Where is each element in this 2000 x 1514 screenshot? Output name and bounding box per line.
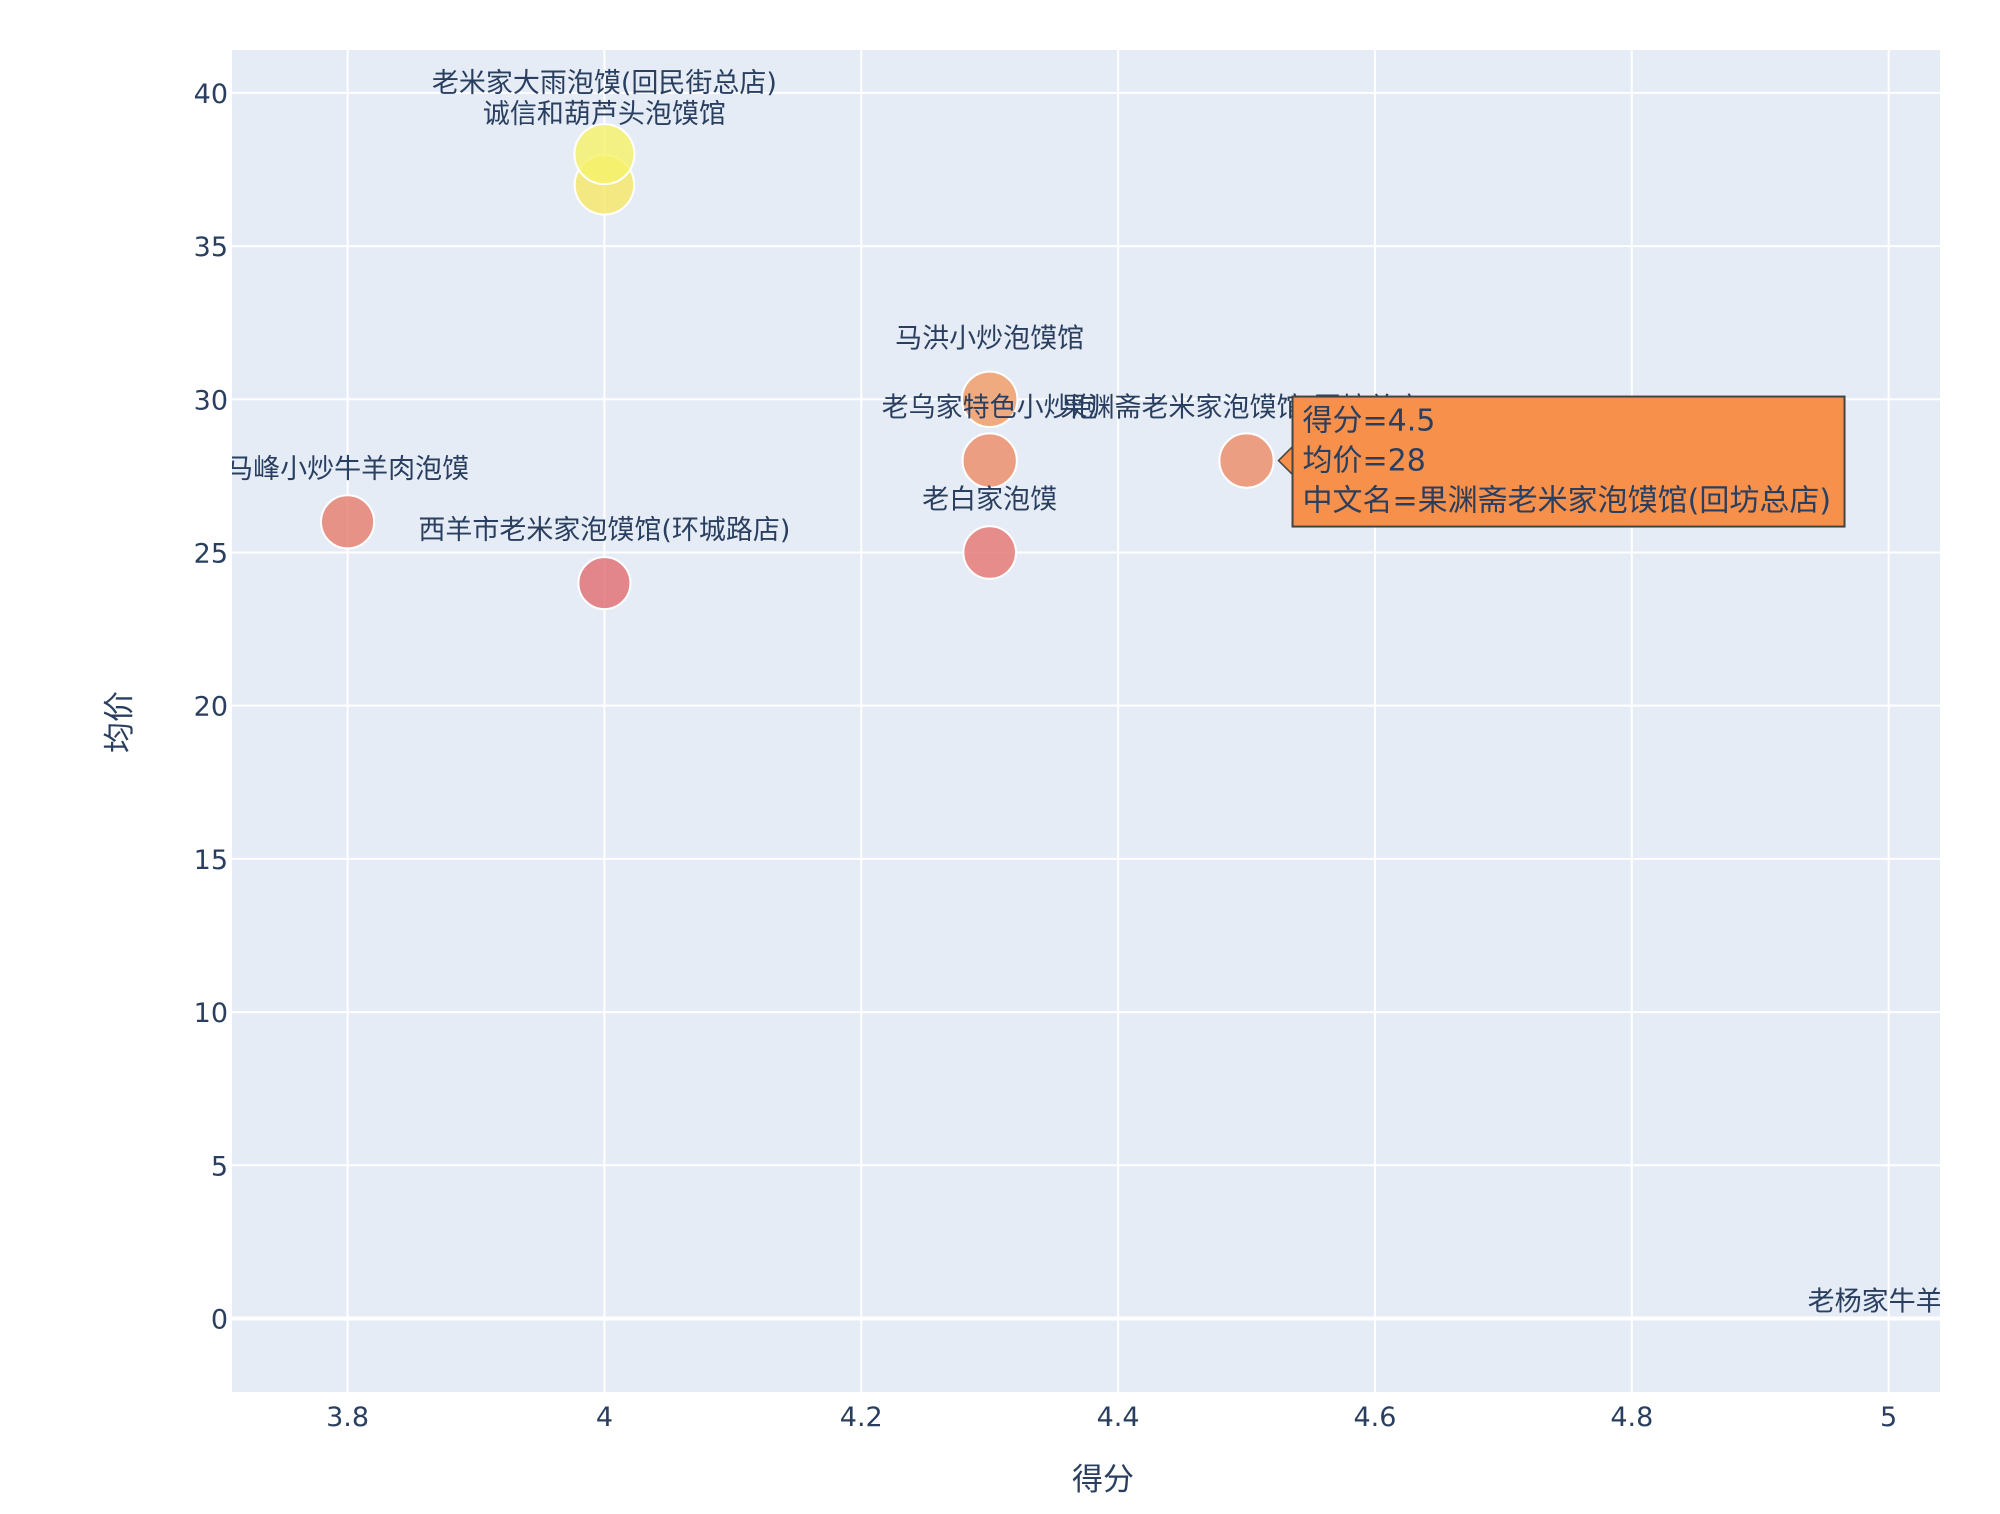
y-tick-label: 35 (194, 232, 228, 263)
y-tick-label: 0 (211, 1304, 228, 1335)
scatter-point[interactable] (573, 123, 636, 186)
tooltip-line: 均价=28 (1303, 444, 1426, 479)
x-tick-label: 4.2 (840, 1402, 883, 1433)
x-axis-title: 得分 (1072, 1462, 1134, 1498)
point-labels: 老米家大雨泡馍(回民街总店)诚信和葫芦头泡馍馆马洪小炒泡馍馆老乌家特色小炒泡果渊… (226, 68, 1970, 1317)
point-label: 马洪小炒泡馍馆 (895, 323, 1084, 354)
x-tick-label: 3.8 (326, 1402, 369, 1433)
point-label: 诚信和葫芦头泡馍馆 (483, 99, 726, 130)
point-label: 老乌家特色小炒泡 (882, 393, 1098, 424)
y-tick-label: 15 (194, 845, 228, 876)
scatter-point[interactable] (960, 370, 1019, 429)
tooltip-line: 中文名=果渊斋老米家泡馍馆(回坊总店) (1303, 484, 1832, 519)
scatter-point[interactable] (1218, 432, 1275, 489)
hover-tooltip: 得分=4.5 均价=28 中文名=果渊斋老米家泡馍馆(回坊总店) (1277, 395, 1846, 528)
y-tick-label: 30 (194, 385, 228, 416)
point-label: 老杨家牛羊肉 (1808, 1286, 1970, 1317)
data-points (320, 123, 1275, 611)
x-axis-ticks: 3.8 4 4.2 4.4 4.6 4.8 5 (326, 1402, 1897, 1433)
point-label: 老白家泡馍 (922, 484, 1057, 515)
y-tick-label: 40 (194, 79, 228, 110)
point-label: 西羊市老米家泡馍馆(环城路店) (418, 515, 790, 546)
point-label: 马峰小炒牛羊肉泡馍 (226, 454, 469, 485)
y-tick-label: 5 (211, 1151, 228, 1182)
point-label: 老米家大雨泡馍(回民街总店) (432, 68, 777, 99)
x-tick-label: 4.4 (1097, 1402, 1140, 1433)
y-axis-title: 均价 (102, 691, 138, 753)
y-axis-ticks: 0 5 10 15 20 25 30 35 40 (194, 79, 228, 1336)
tooltip-box (1291, 395, 1846, 528)
x-tick-label: 4.6 (1353, 1402, 1396, 1433)
y-tick-label: 25 (194, 538, 228, 569)
scatter-point[interactable] (962, 525, 1017, 580)
x-tick-label: 4.8 (1610, 1402, 1653, 1433)
scatter-point[interactable] (961, 432, 1018, 489)
plot-background (232, 50, 1940, 1392)
y-tick-label: 20 (194, 692, 228, 723)
scatter-point[interactable] (577, 556, 632, 611)
x-tick-label: 4 (596, 1402, 613, 1433)
y-tick-label: 10 (194, 998, 228, 1029)
x-tick-label: 5 (1880, 1402, 1897, 1433)
scatter-point[interactable] (320, 494, 376, 550)
tooltip-line: 得分=4.5 (1303, 404, 1436, 439)
